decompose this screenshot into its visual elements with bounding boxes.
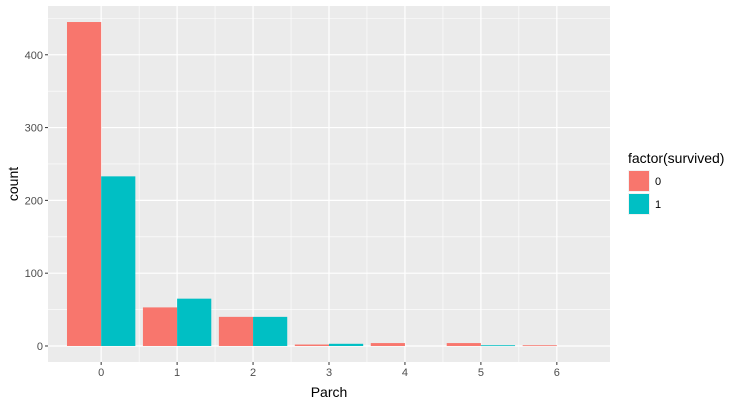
x-tick-label: 1 [174, 367, 180, 379]
bar [142, 307, 178, 346]
bars [66, 22, 557, 347]
legend-swatch [629, 171, 649, 191]
y-tick-label: 200 [25, 195, 43, 207]
y-tick-label: 100 [25, 268, 43, 280]
bar [66, 22, 102, 346]
y-axis-ticks: 0 100 200 300 400 [25, 50, 48, 353]
x-axis-ticks: 0 1 2 3 4 5 6 [98, 362, 560, 379]
legend-items: 01 [628, 170, 661, 215]
y-tick-label: 300 [25, 123, 43, 135]
bar [522, 345, 557, 347]
legend-label: 0 [655, 176, 661, 188]
bar [480, 345, 516, 347]
x-tick-label: 2 [250, 367, 256, 379]
x-tick-label: 4 [402, 367, 408, 379]
bar [370, 343, 405, 346]
legend-title: factor(survived) [628, 150, 724, 166]
x-tick-label: 3 [326, 367, 332, 379]
y-axis-title: count [5, 167, 21, 201]
bar [329, 343, 364, 346]
bar [294, 344, 329, 346]
legend-label: 1 [655, 199, 661, 211]
legend: factor(survived) 01 [628, 150, 724, 215]
y-tick-label: 400 [25, 50, 43, 62]
legend-swatch [629, 194, 649, 214]
bar [218, 316, 254, 346]
x-tick-label: 6 [554, 367, 560, 379]
x-tick-label: 5 [478, 367, 484, 379]
x-axis-title: Parch [311, 384, 348, 400]
grid-lines [48, 6, 610, 362]
bar [177, 298, 212, 346]
bar [253, 316, 288, 346]
bar [101, 176, 136, 346]
y-tick-label: 0 [37, 341, 43, 353]
x-tick-label: 0 [98, 367, 104, 379]
bar [446, 343, 481, 346]
